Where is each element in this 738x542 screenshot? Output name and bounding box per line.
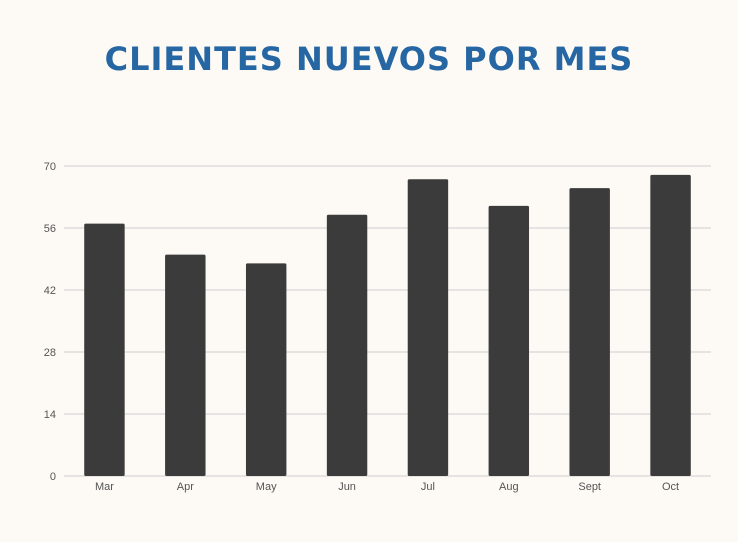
bar-sept <box>569 188 610 476</box>
x-tick-label: Apr <box>177 481 194 493</box>
x-tick-label: May <box>256 481 277 493</box>
x-tick-label: Sept <box>578 481 601 493</box>
bar-jun <box>326 214 368 476</box>
chart-title: CLIENTES NUEVOS POR MES <box>104 40 634 78</box>
x-tick-label: Mar <box>95 481 114 493</box>
y-tick-label: 42 <box>44 285 56 297</box>
y-tick-label: 28 <box>44 347 56 359</box>
y-tick-label: 70 <box>44 161 56 173</box>
x-tick-label: Jul <box>421 481 435 493</box>
grid-lines <box>64 165 711 477</box>
x-tick-label: Oct <box>662 481 679 493</box>
bar-jul <box>407 179 449 477</box>
bar-apr <box>165 254 206 476</box>
bar-aug <box>488 205 530 476</box>
y-tick-label: 56 <box>44 223 56 235</box>
bar-oct <box>650 174 691 476</box>
bar-mar <box>84 223 125 476</box>
bars <box>84 174 691 477</box>
y-axis-ticks: 0 14 28 42 56 70 <box>44 161 56 483</box>
y-tick-label: 14 <box>44 409 56 421</box>
x-tick-label: Aug <box>499 481 519 493</box>
x-tick-label: Jun <box>338 481 356 493</box>
x-axis-ticks: Mar Apr May Jun Jul Aug Sept Oct <box>95 481 679 493</box>
y-tick-label: 0 <box>50 471 56 483</box>
bar-may <box>245 263 287 476</box>
